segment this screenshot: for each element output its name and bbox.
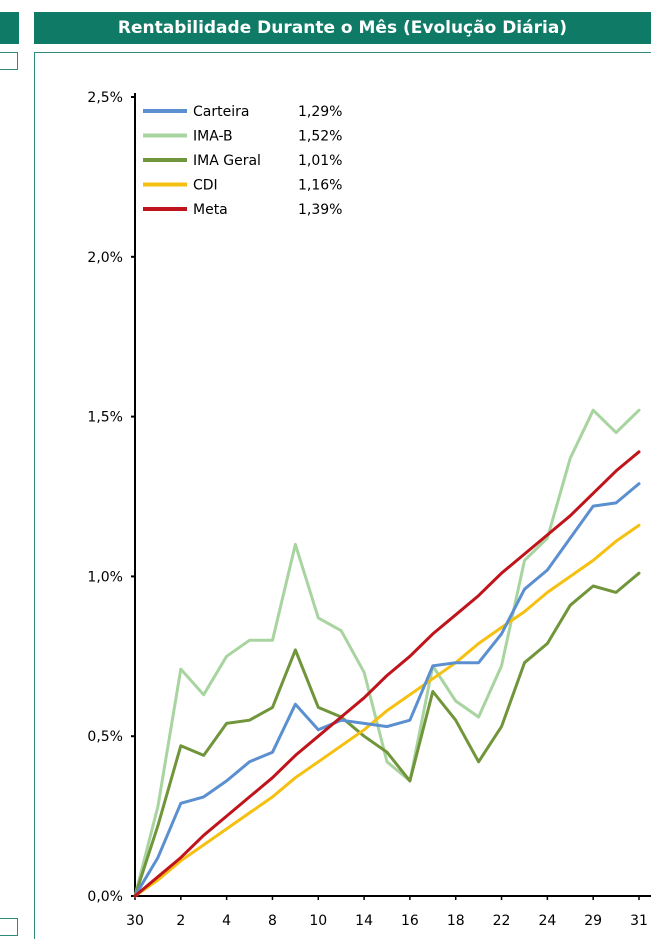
series-line-carteira (133, 482, 641, 898)
legend-label: IMA Geral (193, 153, 261, 169)
legend-value: 1,29% (298, 104, 342, 120)
series-line-ima-b (133, 408, 641, 898)
left-box-bottom (0, 918, 18, 936)
y-tick-label: 2,0% (87, 250, 123, 266)
legend-label: IMA-B (193, 129, 233, 145)
x-tick-label: 8 (268, 913, 277, 929)
legend-label: Carteira (193, 104, 249, 120)
series-line-meta (133, 450, 641, 898)
line-chart: 0,0%0,5%1,0%1,5%2,0%2,5%30 2 4 8 10 14 16 18 22 2… (87, 90, 651, 929)
legend-label: CDI (193, 178, 218, 194)
legend-label: Meta (193, 202, 228, 218)
x-tick-label: 24 (538, 913, 556, 929)
legend-value: 1,39% (298, 202, 342, 218)
y-tick-label: 0,5% (87, 729, 123, 745)
chart-header: Rentabilidade Durante o Mês (Evolução Di… (34, 12, 651, 44)
x-tick-label: 2 (176, 913, 185, 929)
x-tick-label: 22 (493, 913, 511, 929)
series-line-cdi (133, 523, 641, 898)
left-header-bar (0, 12, 19, 44)
y-tick-label: 1,0% (87, 569, 123, 585)
x-tick-label: 30 (126, 913, 144, 929)
x-tick-label: 29 (584, 913, 602, 929)
chart-panel: 0,0% 0,5% 1,0% 1,5% 2,0% 2,5% 30 2 4 8 10 14 16 18 22 2… (34, 52, 651, 939)
x-tick-label: 4 (222, 913, 231, 929)
x-tick-label: 14 (355, 913, 373, 929)
left-box-top (0, 52, 18, 70)
y-tick-label: 1,5% (87, 410, 123, 426)
left-strip (0, 0, 22, 939)
x-tick-label: 31 (630, 913, 648, 929)
x-tick-label: 16 (401, 913, 419, 929)
legend-value: 1,52% (298, 129, 342, 145)
legend-value: 1,16% (298, 178, 342, 194)
y-tick-label: 2,5% (87, 90, 123, 106)
x-tick-label: 10 (309, 913, 327, 929)
x-tick-label: 18 (447, 913, 465, 929)
series-line-ima-geral (133, 571, 641, 898)
legend-value: 1,01% (298, 153, 342, 169)
y-tick-label: 0,0% (87, 889, 123, 905)
